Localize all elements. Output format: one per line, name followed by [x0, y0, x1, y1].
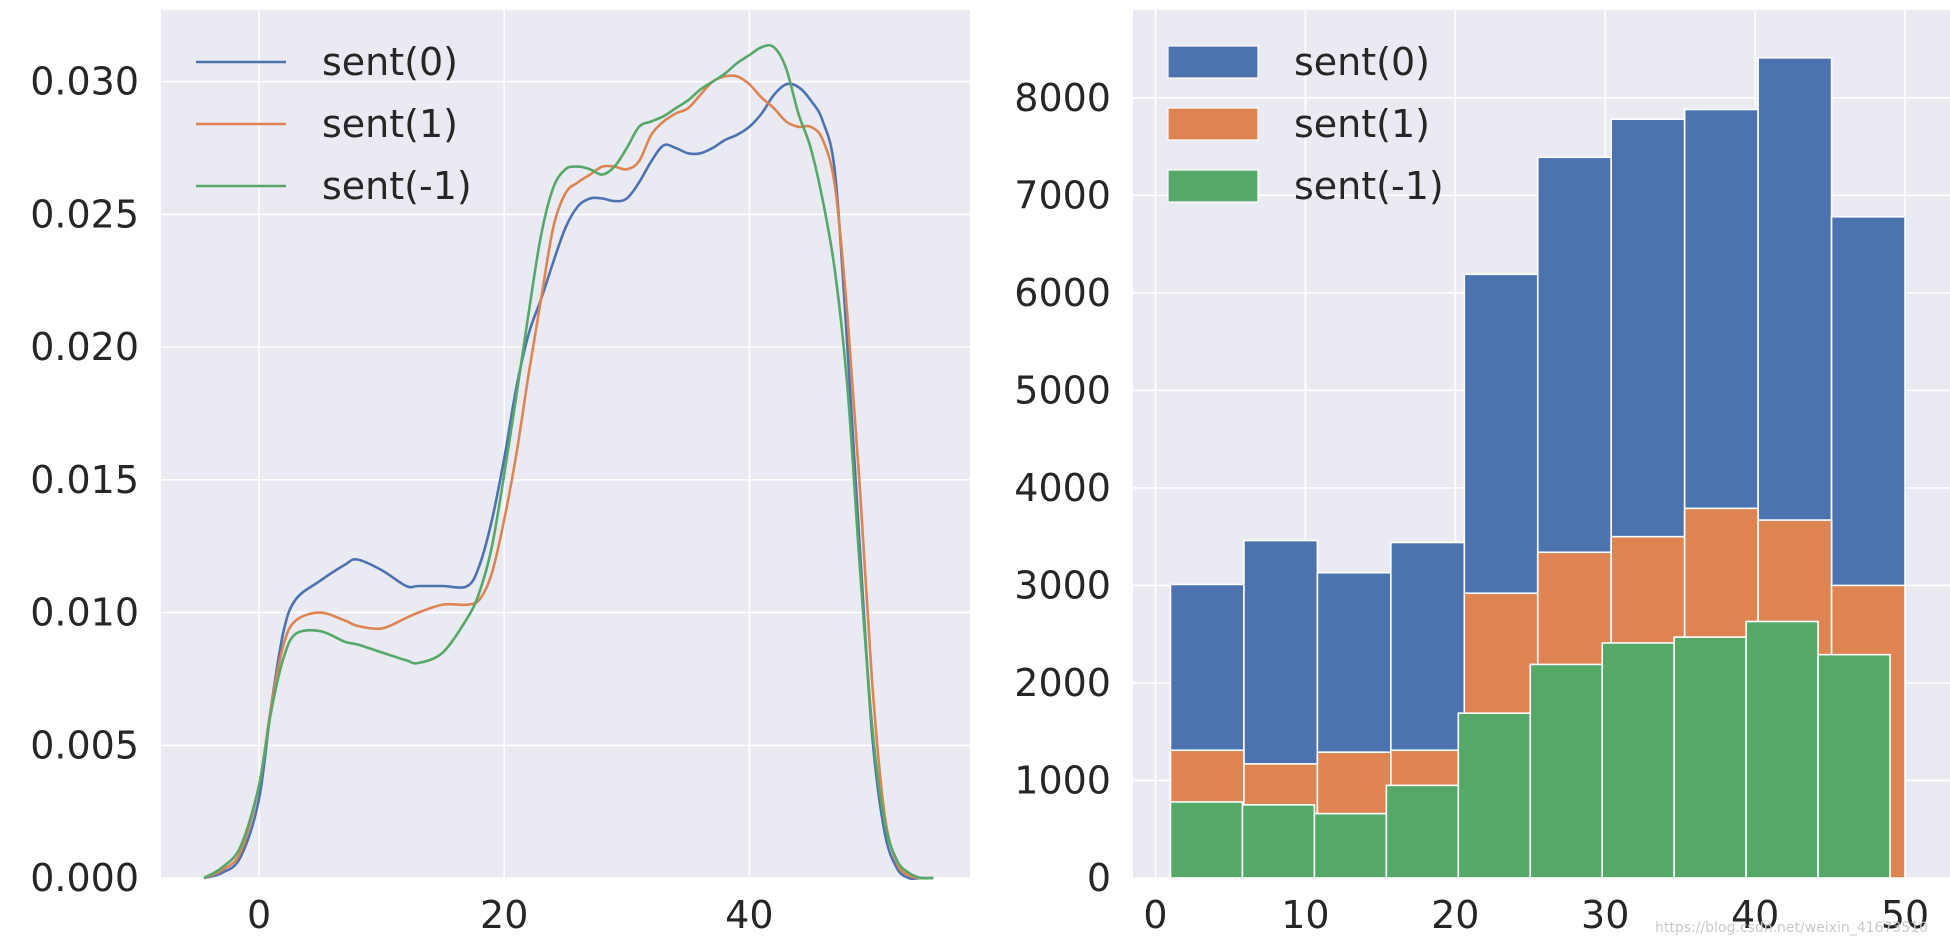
y-tick-label: 0.005 [30, 723, 139, 767]
y-tick-label: 0.025 [30, 192, 139, 236]
hist-bar-sent(-1) [1745, 620, 1819, 879]
hist-bar-sent(-1) [1385, 784, 1460, 879]
legend-label: sent(-1) [322, 164, 472, 208]
x-tick-label: 40 [1731, 893, 1779, 937]
y-tick-label: 2000 [1014, 661, 1111, 705]
plot-background [161, 10, 970, 878]
legend-label: sent(1) [322, 102, 458, 146]
y-tick-label: 6000 [1014, 271, 1111, 315]
hist-bar-sent(-1) [1601, 642, 1675, 879]
hist-bar-sent(-1) [1817, 653, 1891, 879]
hist-bar-sent(-1) [1313, 812, 1388, 879]
watermark-text: https://blog.csdn.net/weixin_41673510 [1654, 920, 1928, 936]
y-tick-label: 1000 [1014, 758, 1111, 802]
kde-line-sent(-1) [203, 43, 934, 880]
hist-bar-sent(-1) [1169, 801, 1244, 879]
y-tick-label: 5000 [1014, 368, 1111, 412]
legend-label: sent(-1) [1294, 164, 1444, 208]
y-tick-label: 0 [1087, 856, 1111, 900]
kde-line-sent(0) [203, 82, 934, 881]
legend-color-swatch [1167, 45, 1259, 79]
y-tick-label: 0.010 [30, 591, 139, 635]
legend-label: sent(0) [1294, 40, 1430, 84]
kde-line-sent(1) [203, 74, 934, 880]
kde-density-panel: 0.000 0.005 0.010 0.015 0.020 0.025 0.030 0 20 40… [30, 10, 970, 937]
x-tick-label: 20 [480, 893, 528, 937]
y-tick-label: 0.030 [30, 60, 139, 104]
y-tick-label: 0.000 [30, 856, 139, 900]
hist-bar-sent(-1) [1673, 636, 1747, 879]
hist-bar-sent(-1) [1457, 712, 1532, 879]
x-tick-label: 0 [247, 893, 271, 937]
x-tick-label: 50 [1881, 893, 1929, 937]
legend-color-swatch [1167, 107, 1259, 141]
y-tick-label: 0.015 [30, 458, 139, 502]
legend-color-swatch [1167, 169, 1259, 203]
y-tick-label: 7000 [1014, 173, 1111, 217]
x-tick-label: 10 [1281, 893, 1329, 937]
x-tick-label: 20 [1431, 893, 1479, 937]
histogram-panel: 0 1000 2000 3000 4000 5000 6000 7000 8000 0 10 20 30… [1014, 10, 1950, 937]
x-tick-label: 40 [725, 893, 773, 937]
hist-bar-sent(-1) [1529, 663, 1604, 879]
legend-label: sent(0) [322, 40, 458, 84]
y-tick-label: 4000 [1014, 466, 1111, 510]
legend-label: sent(1) [1294, 102, 1430, 146]
y-tick-label: 3000 [1014, 563, 1111, 607]
hist-bar-sent(-1) [1241, 804, 1316, 879]
x-tick-label: 0 [1143, 893, 1167, 937]
y-tick-label: 8000 [1014, 76, 1111, 120]
y-tick-label: 0.020 [30, 325, 139, 369]
x-tick-label: 30 [1581, 893, 1629, 937]
